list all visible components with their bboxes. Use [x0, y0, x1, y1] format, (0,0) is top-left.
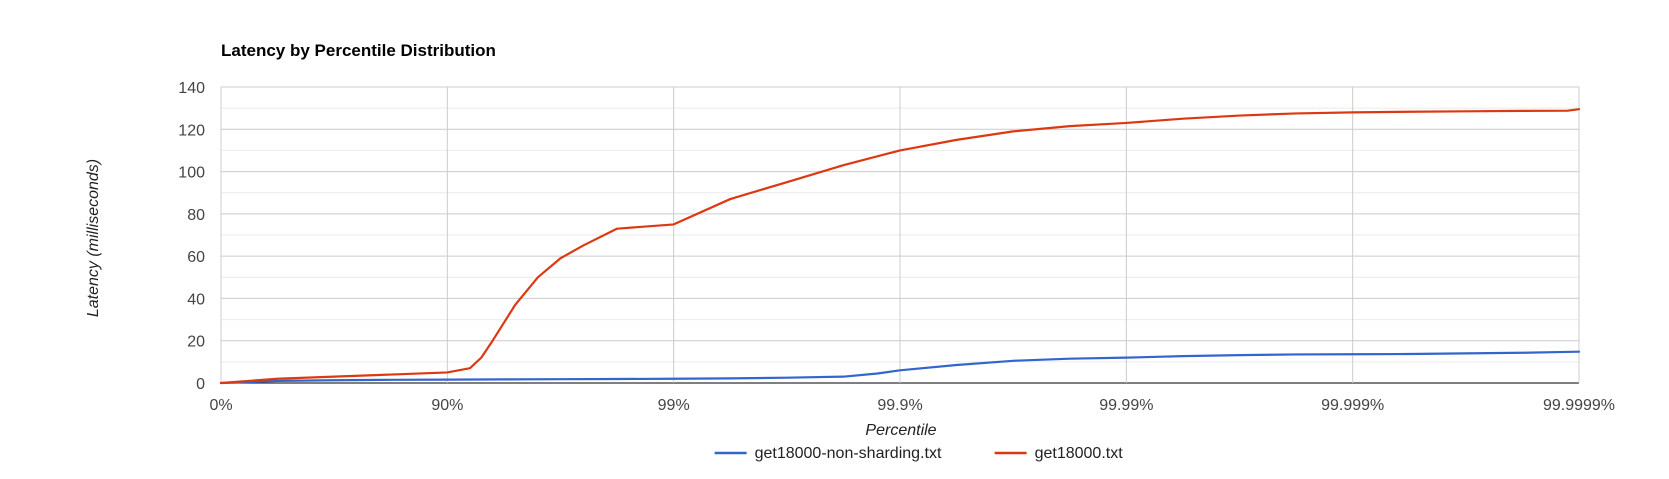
x-tick-label: 99%: [658, 397, 690, 414]
data-point-series-2: [1125, 122, 1128, 124]
legend-label: get18000.txt: [1035, 445, 1124, 462]
data-point-series-1: [1238, 354, 1241, 356]
data-point-series-1: [1012, 360, 1014, 362]
major-gridlines: [220, 86, 1580, 384]
data-point-series-2: [446, 371, 449, 374]
y-tick-label: 40: [187, 291, 205, 308]
x-tick-label: 99.9%: [877, 397, 922, 414]
y-tick-label: 120: [178, 122, 205, 139]
y-tick-label: 20: [187, 334, 205, 351]
series-line-1: [219, 350, 1581, 385]
data-point-series-2: [729, 198, 732, 200]
data-point-series-2: [333, 375, 335, 378]
x-tick-label: 99.99%: [1099, 397, 1153, 414]
data-point-series-2: [672, 223, 675, 226]
data-point-series-1: [333, 379, 335, 382]
data-point-series-1: [729, 377, 732, 380]
x-tick-labels: 0% 90% 99% 99.9% 99.99% 99.999% 99.9999%: [209, 397, 1615, 414]
y-tick-label: 140: [178, 80, 205, 97]
data-point-series-1: [876, 372, 879, 375]
data-point-series-1: [503, 378, 505, 381]
y-tick-labels: 0 20 40 60 80 100 120 140: [178, 80, 205, 393]
data-point-series-1: [389, 379, 392, 381]
data-point-series-2: [220, 382, 222, 384]
data-point-series-2: [582, 244, 584, 247]
data-point-series-2: [955, 139, 958, 141]
legend-label: get18000-non-sharding.txt: [755, 445, 942, 462]
data-point-series-1: [672, 377, 675, 380]
data-point-series-1: [842, 375, 845, 378]
data-point-series-1: [1521, 351, 1524, 354]
data-point-series-1: [559, 378, 562, 380]
data-point-series-2: [480, 356, 483, 359]
data-point-series-2: [1408, 110, 1411, 113]
data-point-series-1: [1068, 357, 1071, 360]
data-point-series-1: [786, 376, 788, 379]
data-point-series-2: [469, 367, 471, 370]
data-point-series-2: [1295, 112, 1297, 115]
legend-item[interactable]: get18000-non-sharding.txt: [714, 445, 942, 462]
legend-item[interactable]: get18000.txt: [994, 445, 1124, 462]
data-point-series-1: [1351, 353, 1354, 356]
data-point-series-2: [559, 257, 562, 260]
data-point-series-2: [389, 373, 392, 376]
data-point-series-1: [899, 369, 901, 372]
data-point-series-2: [491, 339, 494, 342]
data-point-series-1: [1295, 353, 1297, 356]
data-point-series-1: [446, 378, 449, 381]
data-point-series-1: [1465, 352, 1467, 355]
data-point-series-2: [786, 181, 788, 183]
data-point-series-2: [899, 149, 901, 152]
data-point-series-1: [1182, 355, 1184, 357]
data-point-series-2: [537, 276, 539, 279]
data-point-series-2: [1465, 110, 1467, 113]
data-point-series-2: [276, 377, 279, 380]
y-tick-label: 80: [187, 207, 205, 224]
x-tick-label: 0%: [209, 397, 232, 414]
data-point-series-2: [842, 164, 845, 167]
y-axis-title: Latency (milliseconds): [85, 159, 102, 317]
data-point-series-2: [1521, 110, 1524, 112]
x-tick-label: 90%: [431, 397, 463, 414]
x-tick-label: 99.9999%: [1543, 397, 1615, 414]
data-point-series-2: [1068, 125, 1071, 127]
data-point-series-1: [1408, 353, 1411, 355]
data-point-series-2: [1351, 111, 1354, 114]
data-point-series-2: [1182, 117, 1184, 120]
y-tick-label: 100: [178, 165, 205, 182]
data-point-series-2: [1238, 114, 1241, 117]
y-tick-label: 0: [196, 376, 205, 393]
chart-title: Latency by Percentile Distribution: [221, 41, 496, 60]
data-point-series-2: [616, 227, 618, 230]
data-point-series-1: [955, 364, 958, 366]
data-point-series-1: [616, 378, 618, 380]
x-axis-title: Percentile: [865, 422, 936, 439]
x-tick-label: 99.999%: [1321, 397, 1384, 414]
data-point-series-2: [1578, 108, 1580, 110]
y-tick-label: 60: [187, 249, 205, 266]
legend: get18000-non-sharding.txt get18000.txt: [714, 445, 1124, 462]
data-point-series-1: [276, 380, 279, 382]
data-point-series-2: [1012, 130, 1014, 133]
series-lines: [219, 108, 1581, 385]
data-point-series-1: [1578, 350, 1580, 353]
data-point-series-1: [1125, 356, 1128, 359]
data-point-series-2: [1566, 109, 1569, 112]
data-point-series-2: [514, 303, 517, 306]
